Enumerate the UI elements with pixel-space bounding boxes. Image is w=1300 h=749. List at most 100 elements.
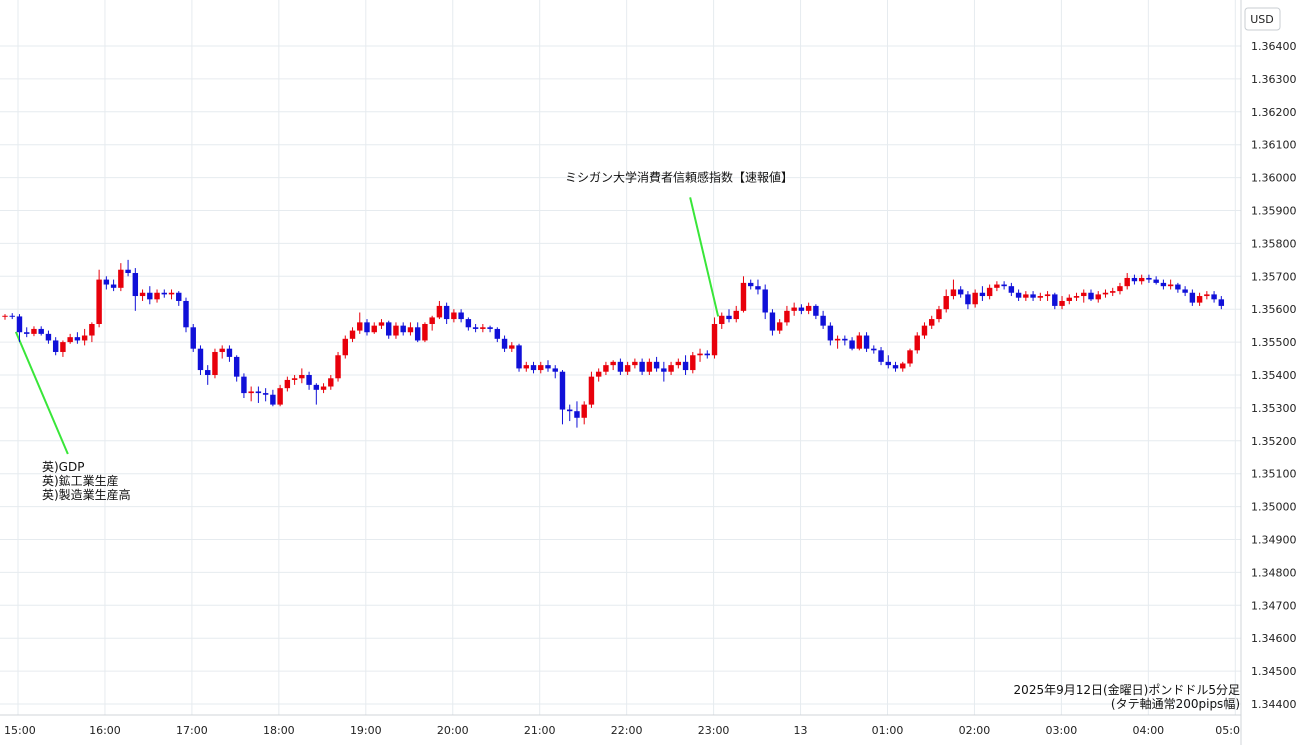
candle <box>472 324 479 333</box>
candles <box>2 259 1225 428</box>
candle <box>675 358 682 369</box>
candle-body <box>306 375 312 385</box>
candle <box>393 322 399 339</box>
candle-body <box>465 319 472 328</box>
candle <box>755 279 761 295</box>
candle <box>878 347 884 366</box>
x-tick-label: 02:00 <box>959 724 991 737</box>
candle-body <box>1102 292 1109 295</box>
candle-body <box>9 315 15 317</box>
candle <box>1189 289 1196 306</box>
x-tick-label: 05:0 <box>1215 724 1240 737</box>
candle-body <box>929 319 935 326</box>
candle-body <box>219 348 225 352</box>
candle <box>400 322 406 336</box>
y-tick-label: 1.34400 <box>1251 698 1297 711</box>
candle <box>1218 296 1225 310</box>
candle-body <box>197 348 204 371</box>
candle <box>1008 282 1015 297</box>
candle-body <box>335 355 341 379</box>
candle <box>552 365 558 379</box>
candle-body <box>147 292 153 300</box>
y-tick-label: 1.34500 <box>1251 665 1297 678</box>
candle-body <box>769 312 776 331</box>
candle-body <box>487 327 493 329</box>
candle-body <box>313 384 320 390</box>
candle <box>443 302 450 325</box>
candle <box>349 327 356 343</box>
candle-body <box>574 411 580 418</box>
candle <box>487 325 493 333</box>
candle <box>617 358 624 375</box>
candle <box>1167 279 1174 290</box>
candle-body <box>986 287 993 297</box>
candle <box>371 322 377 334</box>
candle-body <box>907 350 913 364</box>
currency-badge[interactable] <box>1244 7 1281 31</box>
candle <box>929 315 935 329</box>
candle-body <box>726 315 732 320</box>
candle-body <box>581 404 587 418</box>
candle-body <box>617 361 624 372</box>
candle-body <box>89 324 95 336</box>
candle-body <box>480 327 486 329</box>
candle <box>357 312 363 334</box>
candle-body <box>1015 292 1022 298</box>
candle <box>233 355 240 382</box>
candle-body <box>965 294 971 305</box>
y-tick-label: 1.36000 <box>1251 172 1297 185</box>
x-tick-label: 17:00 <box>176 724 208 737</box>
candle <box>1066 294 1072 305</box>
annotation-line <box>14 331 69 455</box>
candle <box>813 304 819 320</box>
candle-body <box>342 338 348 356</box>
candle-body <box>1211 294 1217 300</box>
candle <box>422 322 428 343</box>
candle <box>328 375 334 390</box>
candle <box>530 361 537 374</box>
candle-body <box>125 269 131 274</box>
candle <box>791 302 797 316</box>
y-tick-label: 1.35800 <box>1251 237 1297 250</box>
candle <box>1059 296 1065 310</box>
candle-body <box>675 361 682 366</box>
candle <box>892 361 899 372</box>
candle-body <box>248 391 254 394</box>
y-tick-label: 1.36300 <box>1251 73 1297 86</box>
x-tick-label: 13 <box>794 724 808 737</box>
candle-body <box>813 305 819 316</box>
candle <box>921 322 928 339</box>
candle-body <box>436 305 443 318</box>
candle <box>1153 276 1159 285</box>
candle-body <box>494 328 501 339</box>
candle <box>16 314 23 343</box>
candle-body <box>1189 292 1196 303</box>
candle-body <box>733 310 739 320</box>
candle <box>523 361 529 372</box>
y-tick-label: 1.35000 <box>1251 501 1297 514</box>
candle <box>827 322 834 346</box>
y-tick-label: 1.34900 <box>1251 534 1297 547</box>
x-tick-label: 18:00 <box>263 724 295 737</box>
candle <box>1015 289 1022 301</box>
candle <box>748 279 754 290</box>
candle <box>96 269 102 328</box>
candle-body <box>545 365 551 369</box>
candle-body <box>936 309 942 320</box>
candle <box>494 327 501 343</box>
candle-body <box>284 379 291 389</box>
candle-body <box>161 292 167 295</box>
candle <box>183 297 189 333</box>
candle-body <box>762 289 768 313</box>
candle-body <box>538 365 544 371</box>
candle <box>335 351 341 382</box>
candle <box>979 286 986 301</box>
candle-body <box>328 378 334 387</box>
candle-body <box>1117 286 1123 292</box>
candle-body <box>1160 282 1167 287</box>
candle <box>820 310 826 329</box>
candle <box>704 350 710 359</box>
candle <box>1175 282 1181 293</box>
